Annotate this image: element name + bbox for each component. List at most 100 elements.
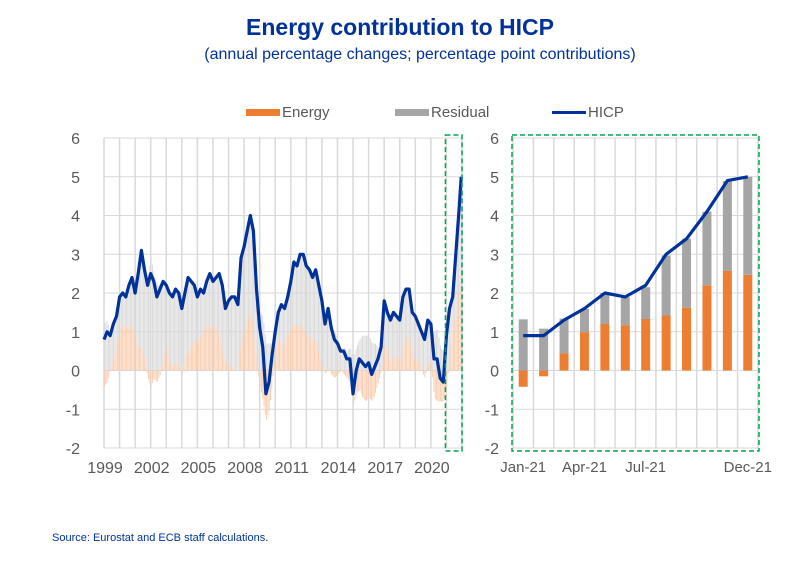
left-energy-bar [136, 342, 138, 371]
left-energy-bar [159, 370, 161, 376]
left-residual-bar [241, 256, 243, 339]
right-gridlines [512, 137, 759, 449]
left-residual-bar [283, 306, 284, 344]
left-residual-bar [124, 295, 126, 327]
left-residual-bar [139, 267, 140, 348]
left-energy-bar [183, 367, 185, 371]
left-energy-bar [153, 370, 155, 380]
left-residual-bar [346, 350, 348, 371]
left-residual-bar [301, 254, 303, 326]
left-energy-bar [176, 364, 178, 371]
left-residual-bar [362, 335, 364, 371]
left-residual-bar [414, 314, 415, 360]
left-energy-bar [219, 337, 221, 371]
left-energy-bar [411, 351, 413, 371]
left-energy-bar [122, 325, 124, 371]
legend: Energy Residual HICP [0, 104, 800, 124]
left-residual-bar [399, 320, 401, 359]
left-energy-bar [250, 313, 252, 371]
left-residual-bar [176, 290, 178, 365]
left-residual-bar [185, 289, 187, 357]
left-hicp-line [102, 176, 463, 396]
left-residual-bar [336, 336, 338, 371]
left-residual-bar [207, 278, 209, 326]
left-residual-bar [190, 281, 192, 348]
left-residual-bar [140, 258, 142, 348]
left-energy-bar [439, 370, 441, 402]
left-residual-bar [292, 273, 293, 327]
left-energy-bar [438, 370, 440, 402]
left-residual-bar [321, 300, 323, 367]
left-residual-bar [233, 296, 235, 370]
left-residual-bar [231, 297, 233, 367]
left-residual-bar [386, 310, 388, 350]
left-energy-bar [201, 334, 203, 371]
left-energy-bar [192, 344, 194, 371]
left-residual-bar [401, 310, 402, 355]
left-residual-bar [198, 293, 200, 341]
left-energy-bar [386, 349, 388, 371]
left-energy-bar [127, 327, 129, 371]
left-energy-bar [161, 369, 162, 371]
right-y-tick-label: -1 [485, 402, 499, 419]
right-residual-bar [641, 287, 651, 319]
left-energy-bar [320, 361, 322, 371]
left-energy-bar [259, 370, 261, 386]
left-residual-bar [426, 324, 428, 367]
left-residual-bar [360, 337, 362, 371]
right-y-tick-label: 6 [490, 131, 499, 148]
left-residual-bar [266, 343, 268, 371]
left-energy-bar [437, 370, 439, 402]
left-energy-bar [245, 326, 247, 371]
right-y-tick-label: 1 [490, 325, 499, 342]
left-y-tick-label: 3 [71, 247, 80, 264]
left-y-tick-label: 6 [71, 131, 80, 148]
left-residual-bar [449, 313, 450, 361]
left-energy-bar [398, 357, 400, 371]
left-energy-bar [341, 370, 343, 372]
left-residual-bar [258, 305, 260, 371]
left-residual-bar [305, 261, 306, 333]
left-energy-bar [428, 362, 430, 371]
left-x-tick-label: 2011 [275, 460, 310, 477]
left-x-tick-label: 2002 [134, 460, 170, 477]
left-energy-bar [417, 359, 419, 371]
left-residual-bar [353, 358, 354, 371]
left-energy-bar [271, 370, 273, 389]
left-energy-bar [394, 357, 396, 371]
left-energy-bar [378, 370, 380, 379]
right-energy-bar [579, 332, 589, 371]
right-highlight-box [511, 134, 760, 452]
left-energy-bar [118, 338, 120, 371]
left-residual-bar [436, 329, 437, 371]
right-residual-bar [702, 211, 712, 286]
left-residual-bar [238, 289, 240, 361]
left-energy-bar [281, 343, 283, 371]
left-energy-bar [199, 336, 201, 371]
right-residual-bar [682, 238, 692, 308]
left-residual-bar [320, 294, 322, 362]
left-energy-bar [308, 335, 310, 371]
left-residual-bar [224, 302, 226, 361]
left-residual-bar [425, 330, 427, 371]
chart-title: Energy contribution to HICP [246, 14, 554, 40]
left-energy-bar [306, 335, 308, 371]
left-energy-bar [227, 365, 229, 371]
left-residual-bar [406, 289, 408, 336]
legend-label-energy: Energy [282, 104, 330, 121]
left-residual-bar [109, 333, 111, 371]
left-x-tick-label: 2020 [414, 460, 450, 477]
left-residual-bar [408, 289, 410, 340]
left-residual-bar [148, 274, 150, 371]
left-energy-bar [180, 370, 182, 372]
left-residual-bar [268, 343, 270, 371]
left-residual-bar [157, 285, 159, 371]
left-residual-bar [381, 339, 383, 366]
left-residual-bar [310, 271, 312, 338]
left-residual-bar [306, 265, 308, 336]
left-energy-bar [412, 356, 414, 371]
left-energy-bar [107, 370, 109, 379]
left-energy-bar [324, 370, 326, 374]
left-energy-bar [407, 337, 409, 371]
left-residual-bar [416, 319, 418, 362]
